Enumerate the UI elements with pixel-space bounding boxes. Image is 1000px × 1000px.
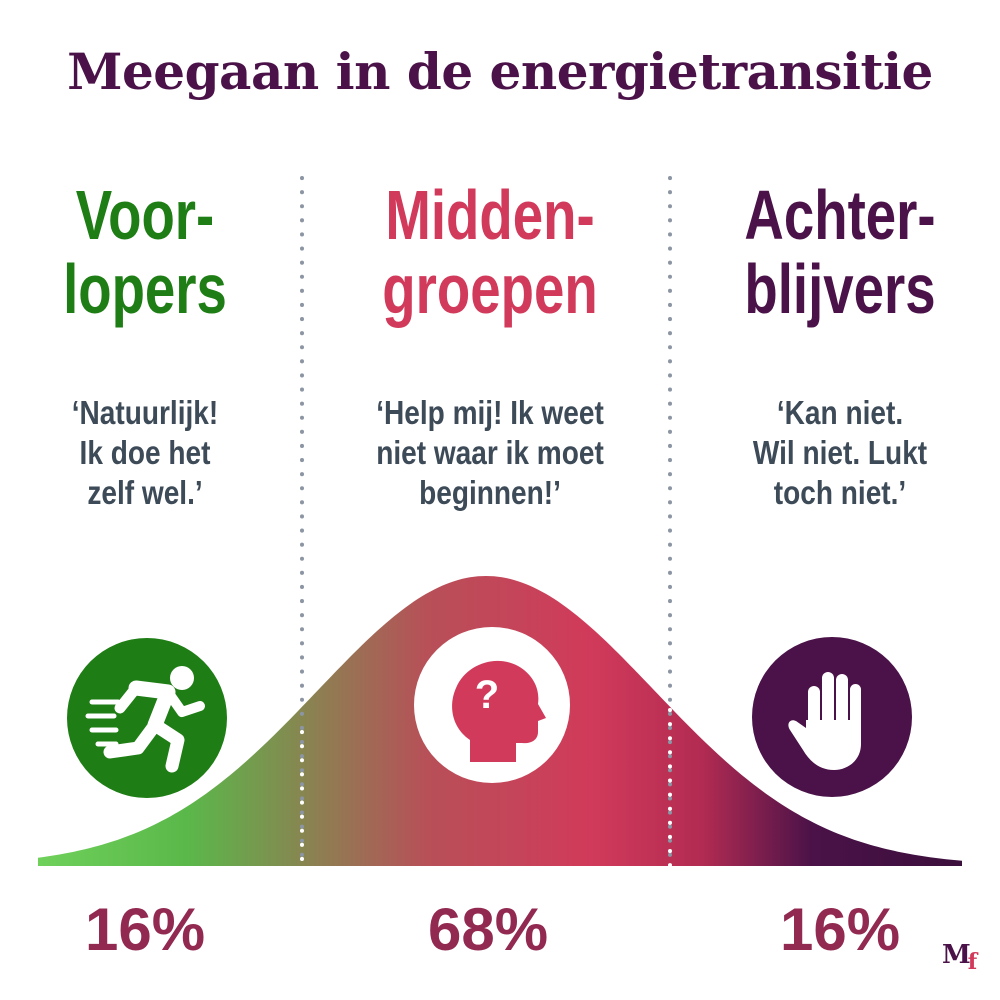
- group-title-line: Voor-: [75, 176, 215, 254]
- group-title-line: groepen: [382, 250, 598, 328]
- quote-line: niet waar ik moet: [376, 434, 604, 471]
- group-title-line: lopers: [63, 250, 227, 328]
- percent-middengroepen: 68%: [427, 896, 549, 963]
- svg-text:?: ?: [475, 673, 499, 717]
- quote-line: Wil niet. Lukt: [752, 434, 928, 471]
- group-title-line: Achter-: [744, 176, 936, 254]
- quote-line: ‘Natuurlijk!: [71, 394, 219, 431]
- group-title-voorlopers: Voor- lopers: [32, 178, 258, 326]
- quote-voorlopers: ‘Natuurlijk! Ik doe het zelf wel.’: [22, 393, 269, 513]
- quote-line: zelf wel.’: [87, 474, 203, 511]
- group-title-middengroepen: Midden- groepen: [350, 178, 631, 326]
- group-title-line: Midden-: [385, 176, 595, 254]
- stop-hand-icon: [752, 637, 912, 797]
- brand-logo: Mf: [942, 940, 977, 975]
- quote-line: ‘Help mij! Ik weet: [376, 394, 604, 431]
- percent-achterblijvers: 16%: [779, 896, 901, 963]
- quote-line: beginnen!’: [419, 474, 561, 511]
- quote-line: Ik doe het: [79, 434, 211, 471]
- quote-line: toch niet.’: [773, 474, 907, 511]
- page-title: Meegaan in de energietransitie: [67, 42, 933, 101]
- group-title-achterblijvers: Achter- blijvers: [715, 178, 965, 326]
- quote-achterblijvers: ‘Kan niet. Wil niet. Lukt toch niet.’: [704, 393, 976, 513]
- running-person-icon: [67, 638, 227, 798]
- logo-f: f: [967, 949, 978, 975]
- quote-middengroepen: ‘Help mij! Ik weet niet waar ik moet beg…: [320, 393, 660, 513]
- quote-line: ‘Kan niet.: [776, 394, 904, 431]
- percent-voorlopers: 16%: [84, 896, 206, 963]
- logo-m: M: [942, 940, 971, 970]
- group-title-line: blijvers: [744, 250, 936, 328]
- question-head-icon: ?: [414, 627, 570, 783]
